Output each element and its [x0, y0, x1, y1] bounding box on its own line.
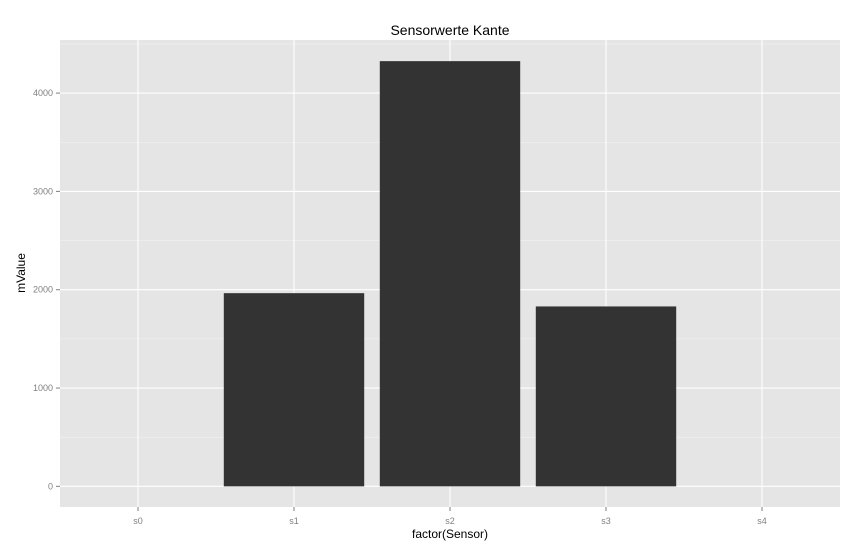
y-tick-label: 1000 [33, 383, 53, 393]
x-tick-label: s2 [445, 516, 455, 526]
x-axis-title: factor(Sensor) [412, 527, 488, 541]
x-tick-label: s1 [289, 516, 299, 526]
bar-s1 [223, 293, 365, 487]
y-tick-label: 2000 [33, 285, 53, 295]
x-axis-ticks: s0 s1 s2 s3 s4 [133, 507, 767, 526]
bar-s3 [535, 306, 677, 487]
y-tick-label: 3000 [33, 186, 53, 196]
y-axis-ticks: 0 1000 2000 3000 4000 [33, 88, 60, 491]
x-tick-label: s4 [757, 516, 767, 526]
y-tick-label: 0 [48, 481, 53, 491]
x-tick-label: s0 [133, 516, 143, 526]
chart-title: Sensorwerte Kante [390, 22, 509, 38]
bars [223, 61, 677, 487]
x-tick-label: s3 [601, 516, 611, 526]
y-tick-label: 4000 [33, 88, 53, 98]
y-axis-title: mValue [14, 253, 28, 293]
bar-s2 [379, 61, 521, 487]
